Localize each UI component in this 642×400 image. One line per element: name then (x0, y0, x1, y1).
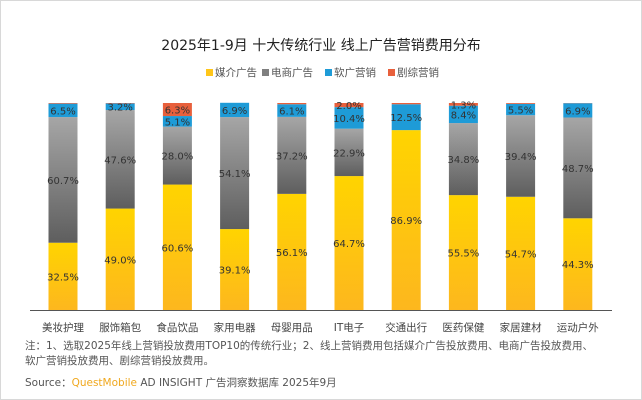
data-label: 6.3% (165, 106, 190, 117)
legend: 媒介广告 电商广告 软广营销 剧综营销 (206, 66, 439, 79)
bar-segment (48, 242, 78, 310)
bar-segment (391, 104, 421, 131)
bar-segment (334, 128, 364, 177)
data-label: 39.1% (219, 266, 251, 277)
bars: 32.5% 60.7% 6.5% 49.0% 47.6% 3.2% 60.6% 28.0% 5.… (47, 100, 594, 310)
data-label: 5.1% (165, 117, 190, 128)
bar-segment (334, 176, 364, 310)
note-line-1: 注：1、选取2025年线上营销投放费用TOP10的传统行业；2、线上营销费用包括… (25, 340, 593, 352)
data-label: 6.1% (279, 107, 304, 118)
legend-label: 软广营销 (334, 66, 376, 79)
data-label: 86.9% (390, 216, 422, 227)
legend-label: 媒介广告 (215, 66, 257, 79)
bar-segment (448, 103, 478, 106)
data-label: 55.5% (448, 249, 480, 260)
bar-segment (220, 102, 250, 118)
bar-segment (48, 117, 78, 243)
bar-segment (563, 103, 593, 118)
bar-segment (277, 116, 307, 194)
bar-segment (105, 103, 135, 111)
note-line-2: 软广营销投放费用、剧综营销投放费用。 (25, 355, 214, 367)
bar-segment (162, 184, 192, 310)
data-label: 54.1% (219, 169, 251, 180)
data-label: 1.3% (451, 100, 476, 111)
bar-segment (448, 105, 478, 124)
legend-swatch (206, 69, 213, 76)
bar-segment (277, 193, 307, 310)
bar-segment (220, 229, 250, 310)
legend-label: 剧综营销 (397, 66, 439, 79)
bar-segment (506, 115, 536, 197)
bar-segment (334, 107, 364, 129)
legend-swatch (325, 69, 332, 76)
bar-segment (506, 196, 536, 310)
data-label: 32.5% (47, 272, 79, 283)
data-label: 48.7% (562, 164, 594, 175)
x-tick-label: 家用电器 (214, 321, 256, 334)
data-label: 6.9% (565, 106, 590, 117)
bar-segment (162, 116, 192, 127)
bar-segment (162, 103, 192, 117)
bar-segment (48, 103, 78, 118)
x-tick-label: 运动户外 (557, 321, 599, 334)
x-tick-label: 母婴用品 (271, 322, 313, 334)
bar-segment (48, 103, 78, 104)
data-label: 37.2% (276, 151, 308, 162)
bar-segment (563, 117, 593, 219)
data-label: 47.6% (104, 155, 136, 166)
bar-segment (391, 103, 421, 105)
data-label: 54.7% (505, 249, 537, 260)
bar-segment (220, 117, 250, 230)
data-label: 64.7% (333, 239, 365, 250)
data-label: 49.0% (104, 255, 136, 266)
bar-segment (105, 110, 135, 209)
data-label: 56.1% (276, 248, 308, 259)
data-label: 60.6% (162, 243, 194, 254)
x-tick-label: 食品饮品 (156, 321, 198, 334)
data-label: 2.0% (336, 101, 361, 112)
bar-segment (563, 218, 593, 310)
source-label: Source： (25, 377, 72, 389)
data-label: 5.5% (508, 106, 533, 117)
bar-segment (277, 104, 307, 117)
x-tick-label: 服饰箱包 (99, 321, 141, 334)
data-label: 44.3% (562, 260, 594, 271)
source: Source：QuestMobile AD INSIGHT 广告洞察数据库 20… (25, 375, 337, 390)
data-label: 10.4% (333, 114, 365, 125)
legend-swatch (262, 69, 269, 76)
bar-segment (391, 130, 421, 310)
source-brand: QuestMobile (71, 377, 137, 389)
x-tick-labels: 美妆护理 服饰箱包 食品饮品 家用电器 母婴用品 IT电子 交通出行 医药保健 家居建材 运动户外 (42, 321, 599, 334)
x-tick-label: 家居建材 (500, 321, 542, 334)
data-label: 12.5% (390, 113, 422, 124)
legend-swatch (388, 69, 395, 76)
data-label: 22.9% (333, 148, 365, 159)
data-label: 3.2% (107, 103, 132, 114)
bar-segment (506, 103, 536, 116)
bar-segment (162, 126, 192, 185)
bar-segment (105, 208, 135, 310)
data-label: 28.0% (162, 152, 194, 163)
data-label: 6.9% (222, 106, 247, 117)
chart-title: 2025年1-9月 十大传统行业 线上广告营销费用分布 (161, 38, 480, 54)
bar-segment (448, 195, 478, 310)
data-label: 34.8% (448, 155, 480, 166)
bar-segment (334, 103, 364, 108)
bar-segment (506, 103, 536, 104)
x-tick-label: 交通出行 (385, 321, 427, 334)
data-label: 39.4% (505, 152, 537, 163)
x-tick-label: IT电子 (334, 321, 365, 334)
bar-segment (277, 103, 307, 105)
data-label: 8.4% (451, 110, 476, 121)
x-tick-label: 医药保健 (442, 321, 484, 334)
data-label: 6.5% (50, 106, 75, 117)
x-tick-label: 美妆护理 (42, 321, 84, 334)
source-text: AD INSIGHT 广告洞察数据库 2025年9月 (137, 377, 337, 389)
data-label: 60.7% (47, 176, 79, 187)
legend-label: 电商广告 (271, 66, 313, 79)
bar-segment (448, 123, 478, 196)
